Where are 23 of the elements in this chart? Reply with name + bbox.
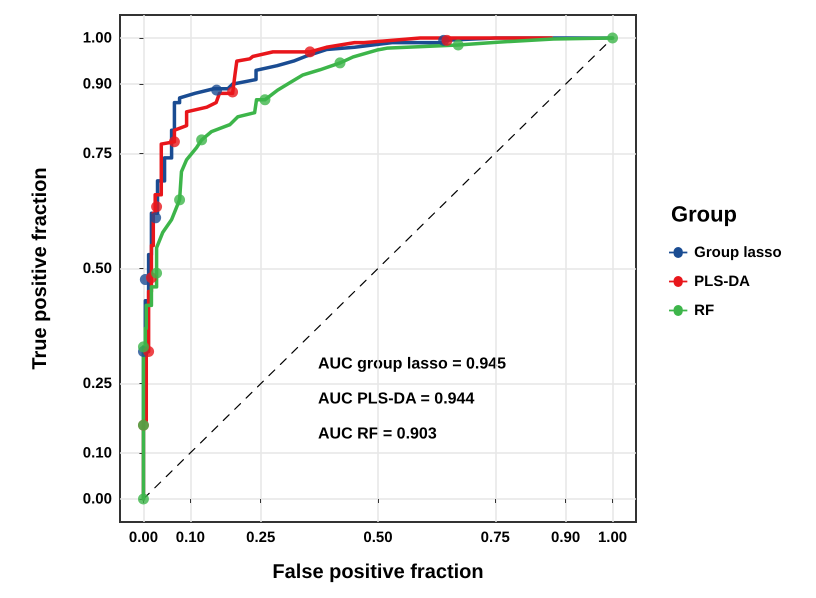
y-tick-label: 0.90 xyxy=(82,76,112,93)
x-tick-label: 0.75 xyxy=(480,529,510,546)
y-tick-label: 0.25 xyxy=(82,375,112,392)
x-tick-label: 0.50 xyxy=(363,529,393,546)
y-tick-label: 1.00 xyxy=(82,30,112,47)
x-axis-title: False positive fraction xyxy=(272,561,484,583)
x-tick-label: 0.10 xyxy=(176,529,205,546)
y-axis-title: True positive fraction xyxy=(29,167,51,370)
x-tick-label: 0.25 xyxy=(246,529,276,546)
legend-label: Group lasso xyxy=(694,244,782,261)
annotation: AUC RF = 0.903 xyxy=(318,426,437,442)
x-tick-label: 0.90 xyxy=(551,529,580,546)
legend-label: RF xyxy=(694,302,714,319)
x-tick-label: 1.00 xyxy=(598,529,628,546)
annotation: AUC PLS-DA = 0.944 xyxy=(318,390,474,408)
y-tick-label: 0.75 xyxy=(82,144,112,162)
x-tick-label: 0.00 xyxy=(128,529,158,546)
y-tick-label: 0.00 xyxy=(82,490,112,508)
annotation: AUC group lasso = 0.945 xyxy=(318,356,506,372)
y-tick-label: 0.10 xyxy=(82,444,112,462)
legend-title: Group xyxy=(671,202,737,226)
legend-label: PLS-DA xyxy=(694,273,750,290)
y-tick-label: 0.50 xyxy=(82,260,112,277)
